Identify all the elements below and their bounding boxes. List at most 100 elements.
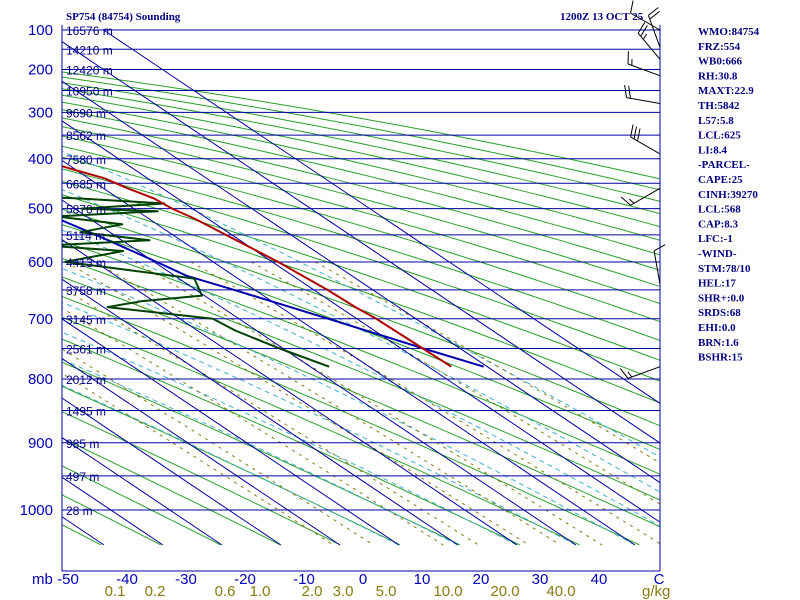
pressure-tick-label: 600 [28, 254, 53, 271]
index-item: LCL:625 [698, 130, 741, 142]
index-item: MAXT:22.9 [698, 85, 754, 97]
height-label: 985 m [66, 437, 99, 451]
dry-adiabat [62, 168, 660, 361]
dry-adiabat [62, 295, 640, 546]
pressure-tick-label: 200 [28, 61, 53, 78]
index-item: SHR+:0.0 [698, 292, 745, 304]
pressure-tick-label: 400 [28, 151, 53, 168]
isotherm [62, 120, 660, 523]
moist-adiabat [62, 150, 660, 458]
isotherm [62, 41, 660, 444]
isotherm [62, 437, 223, 546]
index-item: L57:5.8 [698, 115, 734, 127]
dry-adiabat [62, 76, 660, 191]
wind-barb [647, 7, 661, 48]
dry-adiabat [62, 126, 660, 288]
dry-adiabat [62, 82, 660, 202]
dry-adiabat [62, 361, 461, 546]
isotherm [62, 318, 400, 546]
height-label: 3145 m [66, 313, 106, 327]
isotherm [62, 397, 282, 546]
mixing-ratio-line [65, 261, 530, 546]
dry-adiabat [62, 71, 660, 180]
mixing-ratio-label: 20.0 [490, 583, 519, 600]
height-label: 5114 m [66, 229, 105, 243]
pressure-tick-label: 700 [28, 311, 53, 328]
temperature-tick-label: 10 [414, 571, 431, 588]
index-item: FRZ:554 [698, 41, 741, 53]
temperature-tick-label: C [654, 571, 665, 588]
index-item: LFC:-1 [698, 233, 733, 245]
dry-adiabat [62, 88, 660, 215]
dry-adiabat [62, 117, 660, 271]
pressure-tick-label: 900 [28, 435, 53, 452]
height-label: 6685 m [66, 177, 106, 191]
dry-adiabat [62, 135, 660, 305]
moist-adiabat [62, 384, 400, 546]
height-label: 14210 m [66, 43, 113, 57]
moist-adiabat [62, 358, 459, 546]
temperature-tick-label: 20 [473, 571, 490, 588]
dry-adiabat [62, 145, 660, 323]
mixing-ratio-unit: g/kg [642, 583, 670, 600]
isotherm [62, 239, 518, 546]
height-label: 28 m [66, 504, 93, 518]
mixing-ratio-label: 0.6 [215, 583, 236, 600]
mixing-ratio-label: 5.0 [376, 583, 397, 600]
index-item: RH:30.8 [698, 70, 738, 82]
height-label: 10950 m [66, 84, 113, 98]
isotherm [62, 357, 341, 546]
index-item: BRN:1.6 [698, 337, 739, 349]
height-label: 9690 m [66, 106, 106, 120]
mixing-ratio-line [190, 261, 660, 545]
index-item: CAPE:25 [698, 174, 743, 186]
wind-barb [630, 0, 661, 31]
index-item: LCL:568 [698, 204, 741, 216]
mixing-ratio-label: 10.0 [433, 583, 462, 600]
height-label: 16576 m [66, 24, 113, 38]
moist-adiabat [62, 229, 660, 527]
temperature-tick-label: -40 [116, 571, 138, 588]
temperature-tick-label: -20 [234, 571, 256, 588]
height-label: 2561 m [66, 342, 106, 356]
temperature-tick-label: 30 [532, 571, 549, 588]
station-title: SP754 (84754) Sounding [66, 11, 181, 23]
pressure-tick-label: 1000 [20, 502, 53, 519]
height-label: 2012 m [66, 373, 106, 387]
temperature-tick-label: -50 [57, 571, 79, 588]
isotherm [62, 278, 459, 546]
index-item: CAP:8.3 [698, 218, 739, 230]
dry-adiabat [62, 316, 580, 546]
wind-barb [637, 22, 661, 60]
wind-barb [620, 187, 661, 206]
index-item: SRDS:68 [698, 307, 741, 319]
height-label: 7580 m [66, 153, 106, 167]
mixing-ratio-line [62, 287, 479, 546]
isotherm [62, 199, 577, 546]
temperature-tick-label: 40 [591, 571, 608, 588]
index-item: -PARCEL- [698, 159, 750, 171]
dry-adiabat [62, 109, 660, 256]
index-item: EHI:0.0 [698, 322, 736, 334]
dry-adiabat [62, 180, 660, 382]
mixing-ratio-label: 3.0 [333, 583, 354, 600]
temperature-tick-label: -30 [175, 571, 197, 588]
index-item: TH:5842 [698, 100, 740, 112]
pressure-tick-label: 100 [28, 22, 53, 39]
dry-adiabat [62, 276, 660, 528]
index-item: STM:78/10 [698, 263, 751, 275]
height-label: 3758 m [66, 284, 106, 298]
index-item: -WIND- [698, 248, 737, 260]
mixing-ratio-label: 0.2 [145, 583, 166, 600]
wind-barb [653, 244, 666, 285]
observation-time: 1200Z 13 OCT 25 [560, 11, 644, 23]
height-label: 8562 m [66, 129, 106, 143]
indices-panel: WMO:84754 FRZ:554 WB0:666 RH:30.8 MAXT:22.9 T… [698, 26, 760, 364]
mixing-ratio-line [314, 261, 660, 464]
mixing-ratio-line [95, 261, 561, 546]
isotherm [62, 159, 636, 546]
dry-adiabat [62, 257, 660, 501]
dry-adiabat [62, 411, 341, 546]
mixing-ratio-label: 40.0 [546, 583, 575, 600]
